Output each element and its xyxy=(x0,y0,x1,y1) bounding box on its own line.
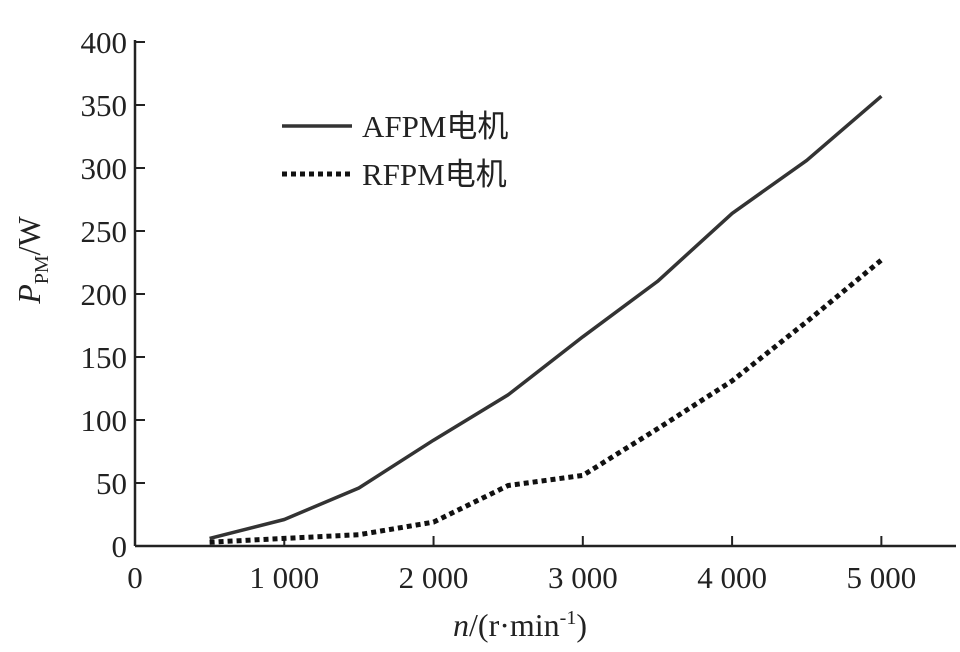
legend-item-rfpm: RFPM电机 xyxy=(282,157,507,192)
axes xyxy=(133,40,956,548)
y-axis-subscript: PM xyxy=(31,255,53,284)
y-axis-label: PPM/W xyxy=(11,215,53,304)
y-tick-label: 200 xyxy=(81,277,128,312)
y-tick-label: 300 xyxy=(81,151,128,186)
legend-label-afpm: AFPM电机 xyxy=(362,109,508,144)
y-axis-variable: P xyxy=(11,284,47,305)
y-tick-label: 150 xyxy=(81,340,128,375)
x-axis-superscript: -1 xyxy=(560,607,577,629)
y-axis-unit: /W xyxy=(11,215,47,255)
x-axis-ticks: 0 1 000 2 000 3 000 4 000 5 000 xyxy=(127,536,916,595)
x-tick-label: 1 000 xyxy=(249,560,319,595)
x-axis-unit-end: ) xyxy=(576,607,587,643)
x-tick-label: 5 000 xyxy=(846,560,916,595)
legend-item-afpm: AFPM电机 xyxy=(282,109,508,144)
x-tick-label: 4 000 xyxy=(697,560,767,595)
x-axis-variable: n xyxy=(453,607,469,643)
x-axis-unit: /(r·min xyxy=(469,607,560,643)
legend-label-rfpm: RFPM电机 xyxy=(362,157,507,192)
y-tick-label: 100 xyxy=(81,403,128,438)
series-line-afpm xyxy=(209,94,883,541)
y-axis-ticks: 0 50 100 150 200 250 300 350 400 xyxy=(81,25,145,564)
y-tick-label: 50 xyxy=(96,466,127,501)
y-tick-label: 400 xyxy=(81,25,128,60)
x-axis-label: n/(r·min-1) xyxy=(453,607,587,643)
y-tick-label: 250 xyxy=(81,214,128,249)
y-tick-label: 0 xyxy=(112,529,128,564)
legend: AFPM电机 RFPM电机 xyxy=(282,109,508,192)
y-tick-label: 350 xyxy=(81,88,128,123)
x-tick-label: 0 xyxy=(127,560,143,595)
series-line-rfpm xyxy=(209,258,883,545)
x-tick-label: 2 000 xyxy=(399,560,469,595)
x-tick-label: 3 000 xyxy=(548,560,618,595)
series-layer xyxy=(209,94,883,545)
